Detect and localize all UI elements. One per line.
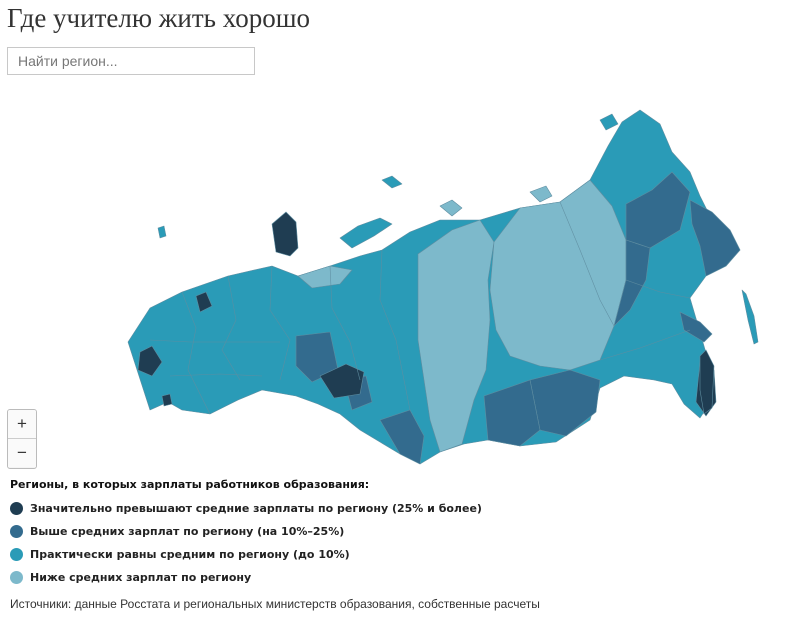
region-murmansk	[271, 211, 299, 257]
region-khmao	[319, 363, 365, 399]
legend-item-significantly-above: Значительно превышают средние зарплаты п…	[10, 497, 482, 520]
region-krasnoyarsk	[417, 219, 495, 453]
region-yakutia	[489, 179, 627, 371]
russia-regions-map[interactable]	[0, 80, 791, 480]
legend-item-above: Выше средних зарплат по региону (на 10%–…	[10, 520, 482, 543]
island-sakhalin	[699, 349, 715, 415]
island-kolguev	[157, 225, 167, 239]
legend-dot-icon	[10, 571, 23, 584]
island-severnaya-zemlya	[439, 199, 463, 217]
region-borders	[149, 201, 691, 415]
source-note: Источники: данные Росстата и региональны…	[10, 597, 540, 611]
island-franz-josef	[381, 175, 403, 189]
legend-dot-icon	[10, 502, 23, 515]
legend-label: Выше средних зарплат по региону (на 10%–…	[30, 525, 345, 538]
legend-item-equal: Практически равны средним по региону (до…	[10, 543, 482, 566]
zoom-control: + −	[7, 409, 37, 469]
legend-label: Ниже средних зарплат по региону	[30, 571, 252, 584]
island-new-siberian	[529, 185, 553, 203]
page-title: Где учителю жить хорошо	[7, 3, 310, 33]
legend-dot-icon	[10, 525, 23, 538]
region-sakhalin-south	[679, 311, 713, 343]
region-amur	[529, 369, 601, 437]
island-kuril	[741, 289, 759, 345]
legend-label: Практически равны средним по региону (до…	[30, 548, 350, 561]
region-northwest-1	[137, 345, 163, 377]
region-zabaykalsky	[483, 379, 541, 447]
region-south-small	[161, 393, 173, 407]
zoom-out-button[interactable]: −	[8, 438, 36, 467]
region-search-input[interactable]	[7, 47, 255, 75]
zoom-in-button[interactable]: +	[8, 410, 36, 438]
legend-item-below: Ниже средних зарплат по региону	[10, 566, 482, 589]
region-nenets-area	[297, 265, 353, 289]
island-novaya-zemlya	[339, 217, 393, 249]
region-northwest-2	[195, 291, 213, 313]
region-kemerovo	[379, 409, 425, 465]
map-legend: Регионы, в которых зарплаты работников о…	[10, 478, 482, 589]
legend-dot-icon	[10, 548, 23, 561]
legend-label: Значительно превышают средние зарплаты п…	[30, 502, 482, 515]
region-kamchatka	[689, 199, 741, 277]
legend-title: Регионы, в которых зарплаты работников о…	[10, 478, 370, 491]
island-wrangel	[599, 113, 619, 131]
